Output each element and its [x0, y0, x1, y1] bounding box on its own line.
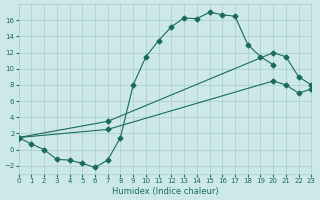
X-axis label: Humidex (Indice chaleur): Humidex (Indice chaleur) — [112, 187, 218, 196]
